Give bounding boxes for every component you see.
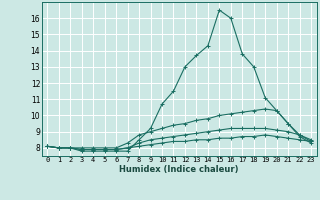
- X-axis label: Humidex (Indice chaleur): Humidex (Indice chaleur): [119, 165, 239, 174]
